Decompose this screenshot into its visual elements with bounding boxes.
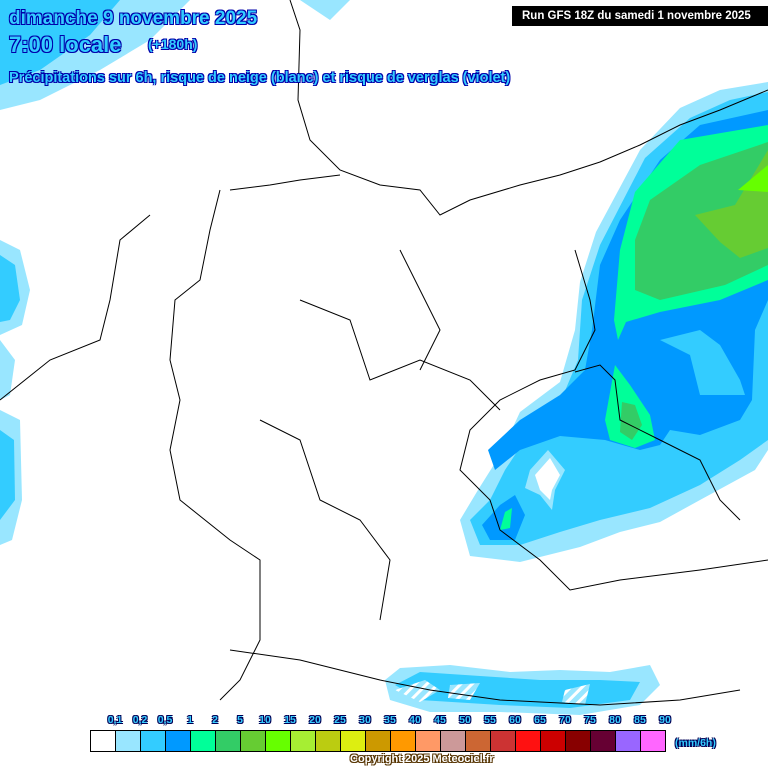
- run-info: Run GFS 18Z du samedi 1 novembre 2025: [512, 6, 768, 26]
- legend-swatch: [566, 731, 591, 751]
- legend-swatch: [191, 731, 216, 751]
- legend-label: 65: [534, 714, 546, 726]
- legend-swatch: [516, 731, 541, 751]
- legend-label: 55: [484, 714, 496, 726]
- legend-swatch: [116, 731, 141, 751]
- legend-label: 35: [384, 714, 396, 726]
- legend-swatch: [466, 731, 491, 751]
- legend-swatch: [416, 731, 441, 751]
- legend-label: 15: [284, 714, 296, 726]
- legend-swatch: [266, 731, 291, 751]
- forecast-lead: (+180h): [148, 36, 198, 52]
- legend-swatch: [591, 731, 616, 751]
- legend-label: 85: [634, 714, 646, 726]
- legend-swatch: [141, 731, 166, 751]
- legend-label: 50: [459, 714, 471, 726]
- legend-swatch: [491, 731, 516, 751]
- legend-swatch: [241, 731, 266, 751]
- legend-label: 20: [309, 714, 321, 726]
- forecast-date: dimanche 9 novembre 2025: [9, 8, 258, 29]
- precip-west: [0, 0, 350, 545]
- legend-swatch: [216, 731, 241, 751]
- precip-alps: [385, 665, 660, 715]
- legend-swatch: [441, 731, 466, 751]
- legend-label: 2: [212, 714, 218, 726]
- legend-label: 0,1: [107, 714, 123, 726]
- legend-swatch: [341, 731, 366, 751]
- legend-label: 5: [237, 714, 243, 726]
- legend-swatch: [616, 731, 641, 751]
- legend-swatch: [291, 731, 316, 751]
- legend-label: 30: [359, 714, 371, 726]
- legend-label: 1: [187, 714, 193, 726]
- legend-swatch: [366, 731, 391, 751]
- legend-label: 60: [509, 714, 521, 726]
- legend-swatch: [316, 731, 341, 751]
- legend-unit: (mm/6h): [675, 737, 716, 749]
- legend-swatch: [541, 731, 566, 751]
- forecast-time: 7:00 locale: [9, 32, 122, 57]
- legend-label: 25: [334, 714, 346, 726]
- legend-label: 45: [434, 714, 446, 726]
- color-legend: [90, 730, 666, 752]
- legend-swatch: [391, 731, 416, 751]
- legend-label: 40: [409, 714, 421, 726]
- legend-label: 10: [259, 714, 271, 726]
- legend-label: 80: [609, 714, 621, 726]
- legend-label: 90: [659, 714, 671, 726]
- precip-east: [460, 82, 768, 562]
- legend-label: 0,2: [132, 714, 148, 726]
- legend-label: 70: [559, 714, 571, 726]
- legend-swatch: [91, 731, 116, 751]
- copyright: Copyright 2025 Meteociel.fr: [350, 753, 494, 765]
- legend-swatch: [166, 731, 191, 751]
- borders: [0, 0, 768, 706]
- map-subtitle: Précipitations sur 6h, risque de neige (…: [9, 70, 511, 86]
- legend-label: 0,5: [157, 714, 173, 726]
- legend-swatch: [641, 731, 665, 751]
- legend-label: 75: [584, 714, 596, 726]
